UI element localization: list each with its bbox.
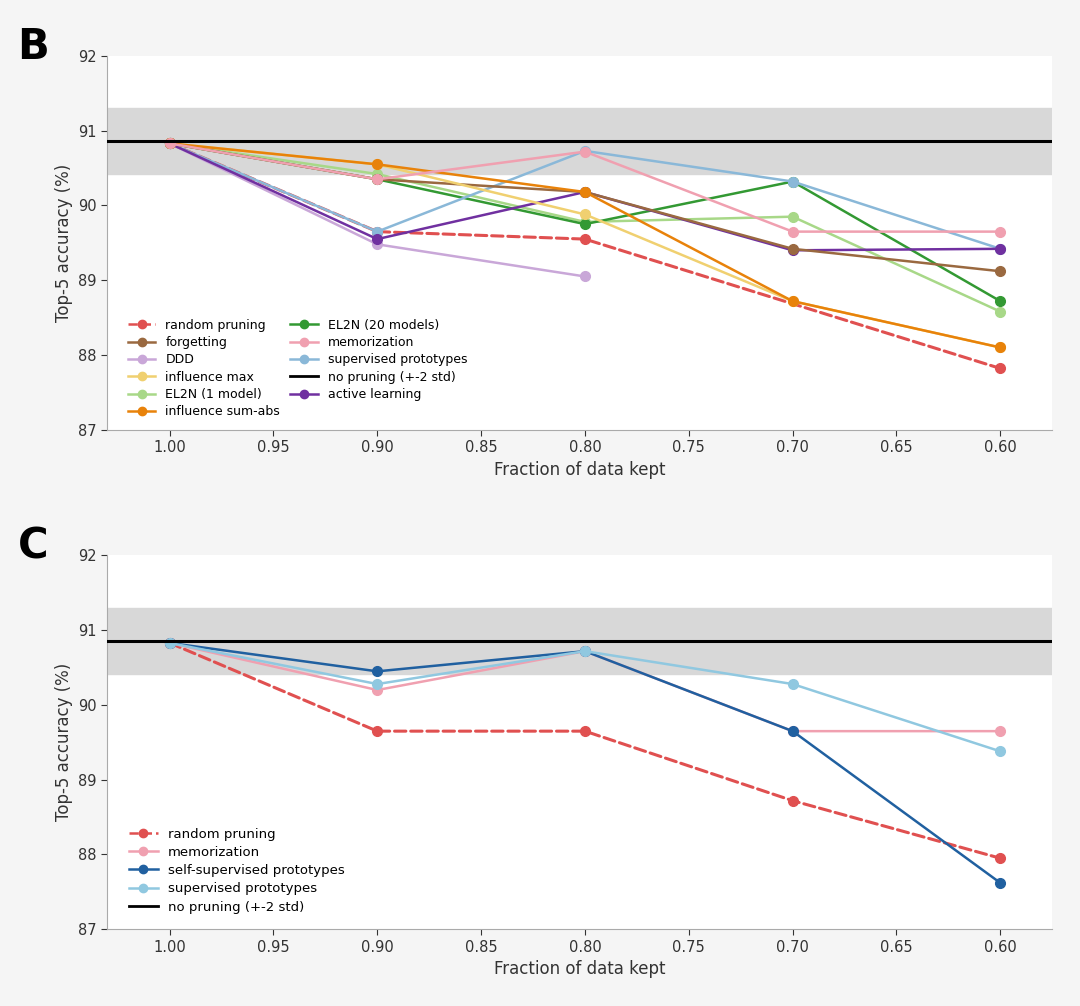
forgetting (579, 186, 592, 198)
Line: random pruning: random pruning (165, 638, 1005, 863)
EL2N (20 models) (370, 173, 383, 185)
influence sum-abs (579, 186, 592, 198)
supervised prototypes (163, 138, 176, 150)
memorization (579, 146, 592, 158)
memorization (994, 725, 1007, 737)
Line: self-supervised prototypes: self-supervised prototypes (165, 638, 1005, 887)
EL2N (1 model) (994, 306, 1007, 318)
memorization (163, 138, 176, 150)
self-supervised prototypes (994, 877, 1007, 889)
memorization (786, 225, 799, 237)
forgetting (370, 173, 383, 185)
random pruning (786, 795, 799, 807)
Line: influence max: influence max (165, 139, 1005, 352)
forgetting (786, 242, 799, 255)
Bar (107, 608, 1052, 674)
Line: supervised prototypes: supervised prototypes (165, 139, 1005, 254)
X-axis label: Fraction of data kept: Fraction of data kept (494, 461, 665, 479)
active learning (994, 242, 1007, 255)
random pruning (994, 362, 1007, 374)
self-supervised prototypes (370, 665, 383, 677)
active learning (370, 233, 383, 245)
forgetting (994, 266, 1007, 278)
supervised prototypes (786, 175, 799, 187)
supervised prototypes (370, 225, 383, 237)
influence sum-abs (786, 295, 799, 307)
influence max (163, 138, 176, 150)
influence sum-abs (994, 341, 1007, 353)
EL2N (1 model) (370, 168, 383, 180)
supervised prototypes (163, 637, 176, 649)
random pruning (579, 233, 592, 245)
influence max (994, 341, 1007, 353)
random pruning (163, 138, 176, 150)
active learning (579, 186, 592, 198)
Text: C: C (17, 525, 49, 567)
Legend: random pruning, memorization, self-supervised prototypes, supervised prototypes,: random pruning, memorization, self-super… (123, 822, 350, 918)
Line: active learning: active learning (165, 139, 1005, 256)
Legend: random pruning, forgetting, DDD, influence max, EL2N (1 model), influence sum-ab: random pruning, forgetting, DDD, influen… (123, 314, 472, 424)
EL2N (20 models) (994, 295, 1007, 307)
memorization (370, 684, 383, 696)
memorization (994, 225, 1007, 237)
supervised prototypes (786, 678, 799, 690)
memorization (786, 725, 799, 737)
Line: supervised prototypes: supervised prototypes (165, 638, 1005, 757)
DDD (370, 238, 383, 250)
Line: DDD: DDD (165, 139, 590, 282)
DDD (163, 138, 176, 150)
active learning (163, 138, 176, 150)
supervised prototypes (579, 645, 592, 657)
X-axis label: Fraction of data kept: Fraction of data kept (494, 960, 665, 978)
Line: memorization: memorization (165, 139, 1005, 236)
self-supervised prototypes (786, 725, 799, 737)
EL2N (20 models) (579, 218, 592, 230)
EL2N (1 model) (163, 138, 176, 150)
Y-axis label: Top-5 accuracy (%): Top-5 accuracy (%) (55, 663, 72, 822)
self-supervised prototypes (579, 645, 592, 657)
Line: EL2N (1 model): EL2N (1 model) (165, 139, 1005, 317)
self-supervised prototypes (163, 637, 176, 649)
supervised prototypes (994, 745, 1007, 758)
random pruning (370, 725, 383, 737)
Line: forgetting: forgetting (165, 139, 1005, 276)
supervised prototypes (370, 678, 383, 690)
EL2N (1 model) (579, 216, 592, 228)
Line: random pruning: random pruning (165, 139, 1005, 373)
Line: influence sum-abs: influence sum-abs (165, 139, 1005, 352)
forgetting (163, 138, 176, 150)
Line: memorization: memorization (165, 638, 1005, 736)
memorization (579, 645, 592, 657)
Bar (107, 109, 1052, 174)
random pruning (994, 852, 1007, 864)
DDD (579, 271, 592, 283)
Line: EL2N (20 models): EL2N (20 models) (165, 139, 1005, 306)
memorization (163, 637, 176, 649)
influence max (579, 208, 592, 220)
EL2N (20 models) (786, 175, 799, 187)
EL2N (20 models) (163, 138, 176, 150)
Y-axis label: Top-5 accuracy (%): Top-5 accuracy (%) (55, 164, 72, 322)
random pruning (370, 225, 383, 237)
influence max (370, 158, 383, 170)
random pruning (579, 725, 592, 737)
supervised prototypes (579, 145, 592, 157)
EL2N (1 model) (786, 210, 799, 222)
supervised prototypes (994, 242, 1007, 255)
influence sum-abs (163, 138, 176, 150)
random pruning (163, 637, 176, 649)
active learning (786, 244, 799, 257)
influence sum-abs (370, 158, 383, 170)
Text: B: B (17, 26, 50, 68)
memorization (370, 173, 383, 185)
influence max (786, 295, 799, 307)
